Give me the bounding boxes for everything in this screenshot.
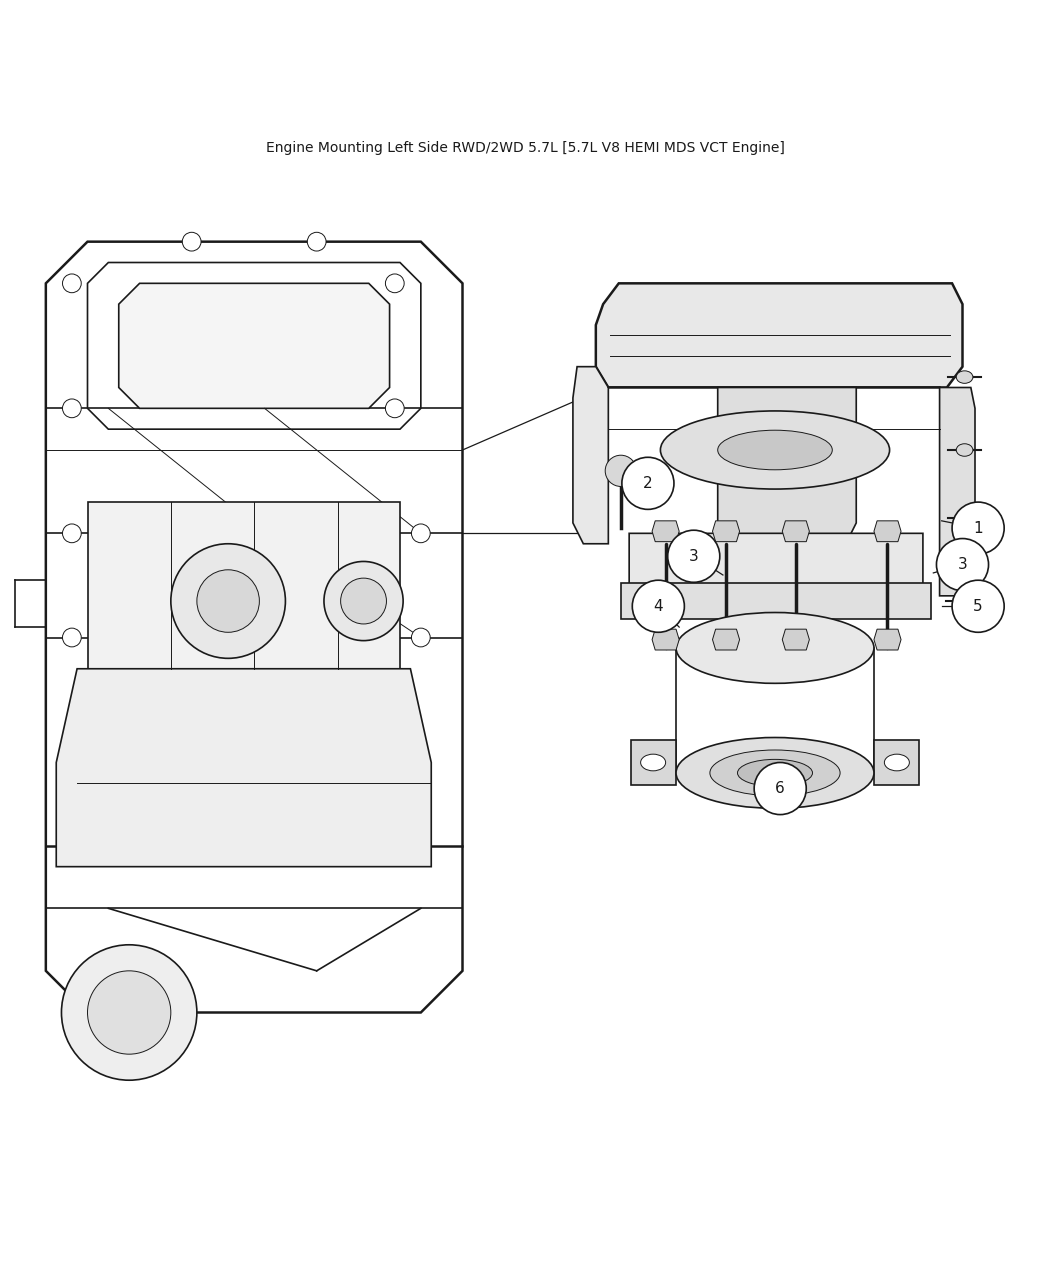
Circle shape: [62, 945, 196, 1080]
Circle shape: [754, 762, 806, 815]
Circle shape: [63, 274, 81, 293]
Polygon shape: [57, 669, 432, 867]
Circle shape: [668, 530, 720, 583]
Circle shape: [412, 524, 430, 543]
Polygon shape: [87, 502, 400, 669]
Circle shape: [196, 570, 259, 632]
Ellipse shape: [957, 511, 973, 524]
Polygon shape: [874, 520, 901, 542]
Circle shape: [622, 458, 674, 510]
Circle shape: [412, 629, 430, 646]
Circle shape: [63, 524, 81, 543]
Polygon shape: [782, 520, 810, 542]
Polygon shape: [631, 740, 676, 785]
Circle shape: [340, 578, 386, 623]
Ellipse shape: [957, 371, 973, 384]
Polygon shape: [718, 388, 856, 543]
Ellipse shape: [884, 755, 909, 771]
Polygon shape: [573, 367, 608, 543]
Circle shape: [171, 543, 286, 658]
Text: Engine Mounting Left Side RWD/2WD 5.7L [5.7L V8 HEMI MDS VCT Engine]: Engine Mounting Left Side RWD/2WD 5.7L […: [266, 142, 784, 156]
Polygon shape: [595, 283, 963, 388]
Polygon shape: [621, 584, 931, 618]
Circle shape: [632, 580, 685, 632]
Ellipse shape: [737, 760, 813, 787]
Circle shape: [385, 274, 404, 293]
Text: 1: 1: [973, 520, 983, 536]
Ellipse shape: [660, 411, 889, 490]
Circle shape: [385, 399, 404, 418]
Ellipse shape: [957, 444, 973, 456]
Polygon shape: [713, 629, 739, 650]
Ellipse shape: [676, 737, 874, 808]
Circle shape: [324, 561, 403, 640]
Circle shape: [937, 538, 988, 590]
Circle shape: [87, 970, 171, 1054]
Polygon shape: [782, 629, 810, 650]
Ellipse shape: [956, 594, 974, 608]
Polygon shape: [874, 629, 901, 650]
Ellipse shape: [640, 755, 666, 771]
Polygon shape: [652, 629, 679, 650]
Circle shape: [952, 502, 1004, 555]
Text: 4: 4: [653, 599, 664, 613]
Ellipse shape: [718, 430, 833, 469]
Polygon shape: [629, 533, 923, 608]
Polygon shape: [940, 388, 975, 595]
Text: 6: 6: [775, 782, 785, 796]
Ellipse shape: [676, 612, 874, 683]
Polygon shape: [713, 520, 739, 542]
Ellipse shape: [710, 750, 840, 796]
Circle shape: [605, 455, 636, 487]
Circle shape: [63, 629, 81, 646]
Circle shape: [63, 399, 81, 418]
Polygon shape: [652, 520, 679, 542]
Text: 3: 3: [689, 548, 698, 564]
Polygon shape: [874, 740, 919, 785]
Text: 2: 2: [643, 476, 653, 491]
Text: 5: 5: [973, 599, 983, 613]
Circle shape: [308, 232, 327, 251]
Polygon shape: [119, 283, 390, 408]
Circle shape: [952, 580, 1004, 632]
Circle shape: [183, 232, 201, 251]
Text: 3: 3: [958, 557, 967, 572]
